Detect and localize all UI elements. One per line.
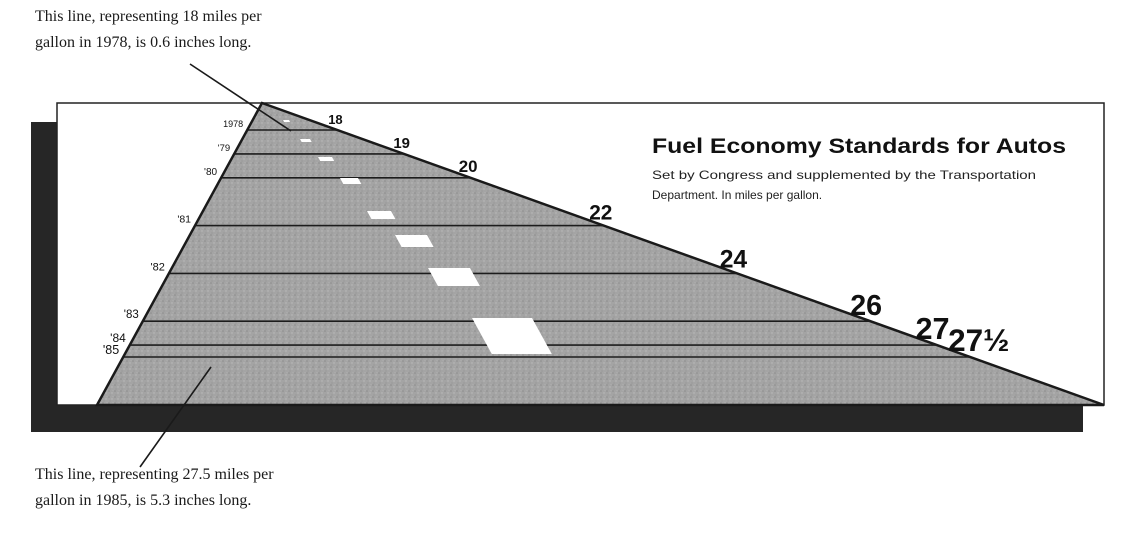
year-label: '85 (103, 343, 119, 357)
year-label: '81 (177, 214, 191, 226)
year-label: '80 (204, 167, 217, 178)
top-annotation: This line, representing 18 miles per gal… (35, 4, 262, 56)
bottom-annotation-line1: This line, representing 27.5 miles per (35, 466, 274, 483)
top-annotation-pointer (189, 63, 292, 132)
bottom-annotation-pointer (139, 366, 212, 468)
year-label: '83 (124, 309, 139, 321)
lane-dash (367, 211, 396, 219)
top-annotation-line2: gallon in 1978, is 0.6 inches long. (35, 34, 252, 51)
value-label: 24 (720, 246, 748, 273)
year-label: '79 (218, 143, 230, 154)
lane-dash (340, 178, 362, 184)
value-label: 18 (328, 112, 342, 127)
value-label: 26 (850, 290, 882, 322)
road-dashes (283, 120, 552, 354)
shadow-left (31, 122, 59, 432)
value-label: 20 (459, 157, 478, 176)
year-labels: 1978 '79 '80 '81 '82 '83 '84'85 (103, 119, 243, 357)
year-label: 1978 (223, 119, 243, 129)
value-label: 19 (393, 136, 410, 152)
bottom-annotation: This line, representing 27.5 miles per g… (35, 462, 274, 514)
lane-dash (283, 120, 291, 122)
value-label: 27 (916, 312, 950, 346)
chart-subtitle-line1: Set by Congress and supplemented by the … (652, 168, 1036, 182)
lane-dash (300, 139, 312, 142)
chart-subtitle-line2: Department. In miles per gallon. (652, 188, 822, 202)
year-label: '82 (151, 261, 165, 273)
lane-dash (428, 268, 480, 286)
value-label: 27½ (948, 322, 1009, 358)
bottom-annotation-line2: gallon in 1985, is 5.3 inches long. (35, 492, 252, 509)
lane-dash (395, 235, 434, 247)
shadow-bottom (31, 405, 1083, 432)
year-label: '84 (110, 331, 126, 345)
top-annotation-line1: This line, representing 18 miles per (35, 8, 262, 25)
chart-title: Fuel Economy Standards for Autos (652, 135, 1066, 158)
lane-dash (318, 157, 335, 161)
value-label: 22 (589, 202, 612, 225)
lane-dash (472, 318, 552, 354)
